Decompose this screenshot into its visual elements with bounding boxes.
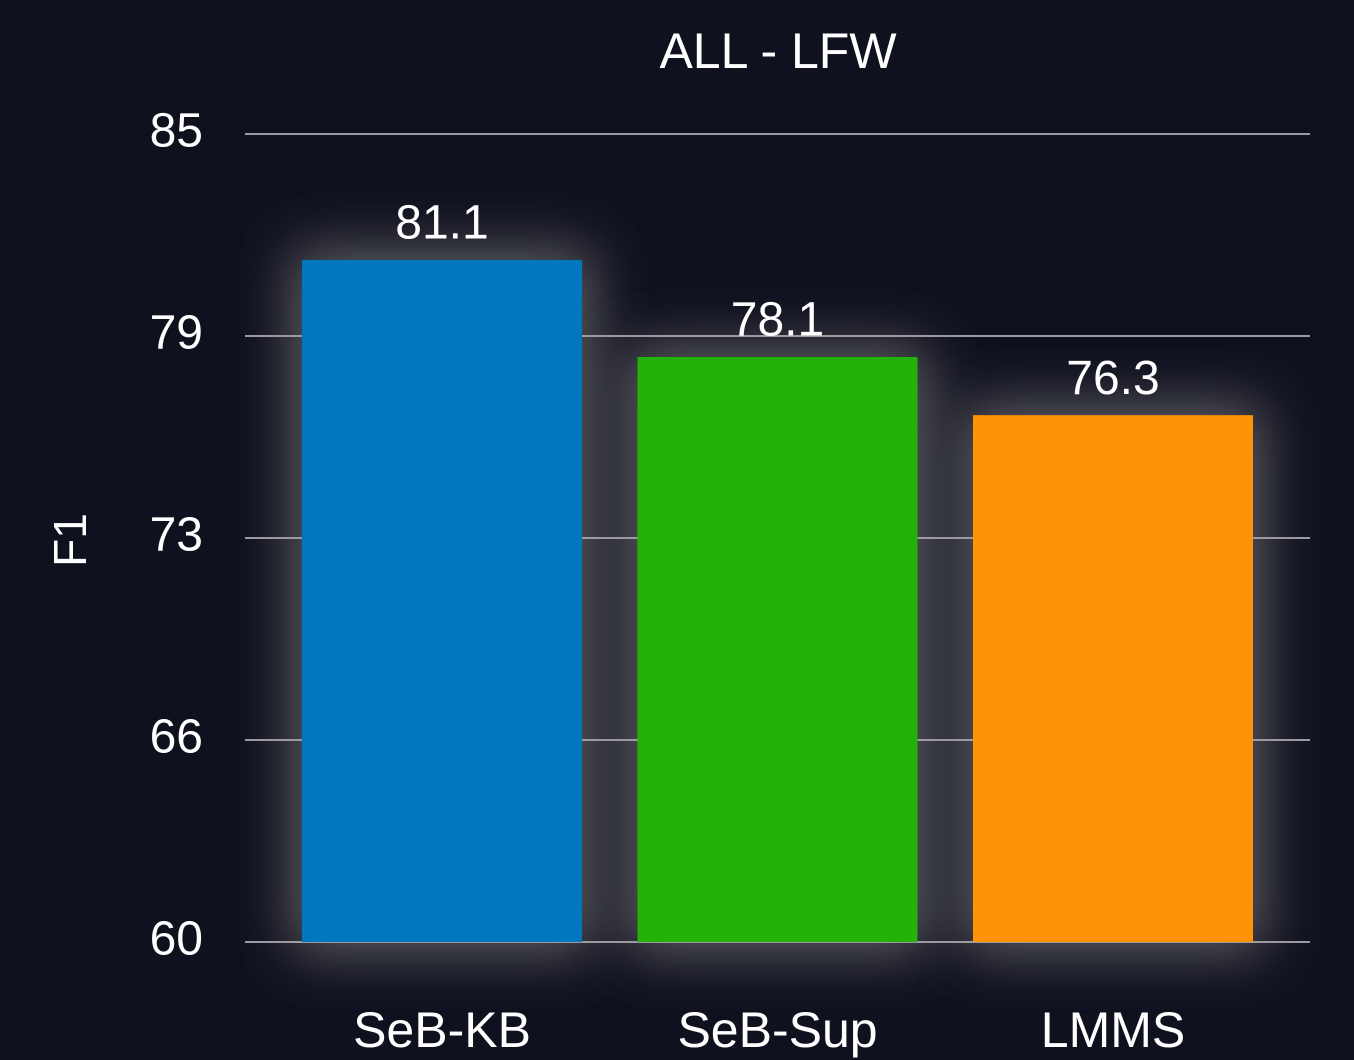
y-tick-label: 79: [150, 307, 203, 360]
bars: [302, 260, 1253, 943]
y-tick-label: 73: [150, 509, 203, 562]
y-tick-label: 85: [150, 105, 203, 158]
chart-title: ALL - LFW: [659, 23, 897, 79]
bar: [637, 357, 918, 942]
bar: [973, 415, 1253, 943]
y-tick-label: 66: [150, 711, 203, 764]
x-tick-label: LMMS: [1041, 1002, 1185, 1058]
value-label: 81.1: [395, 197, 488, 250]
x-tick-label: SeB-Sup: [677, 1002, 877, 1058]
y-axis-label: F1: [44, 513, 96, 567]
value-label: 78.1: [731, 294, 824, 347]
bar: [302, 260, 582, 943]
y-tick-label: 60: [150, 913, 203, 966]
value-label: 76.3: [1066, 352, 1159, 405]
x-tick-label: SeB-KB: [353, 1002, 531, 1058]
